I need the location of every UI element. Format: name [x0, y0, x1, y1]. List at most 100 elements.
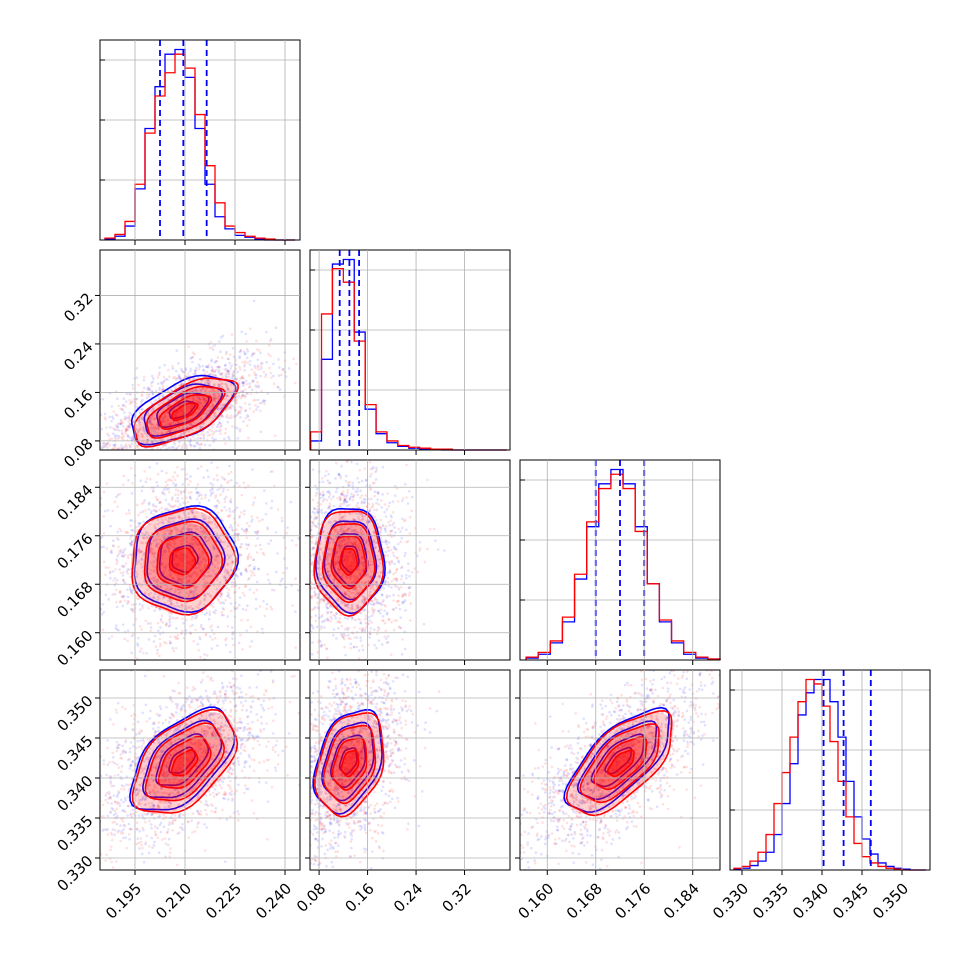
scatter-point: [180, 530, 184, 533]
scatter-point: [101, 628, 105, 632]
scatter-point: [394, 531, 397, 534]
scatter-point: [161, 418, 165, 422]
scatter-point: [218, 421, 222, 425]
scatter-point: [172, 429, 176, 432]
scatter-point: [186, 500, 190, 504]
scatter-point: [145, 515, 148, 519]
scatter-point: [162, 379, 166, 383]
scatter-point: [179, 556, 183, 559]
scatter-point: [183, 437, 186, 441]
scatter-point: [218, 581, 222, 584]
scatter-point: [123, 461, 126, 464]
scatter-point: [248, 563, 252, 567]
scatter-point: [202, 369, 205, 372]
scatter-point: [175, 531, 178, 534]
scatter-point: [197, 368, 201, 371]
scatter-point: [239, 545, 243, 549]
scatter-point: [167, 423, 170, 427]
scatter-point: [253, 364, 256, 368]
scatter-point: [281, 368, 285, 371]
scatter-point: [146, 411, 149, 415]
scatter-point: [167, 454, 170, 457]
scatter-point: [126, 425, 130, 429]
scatter-point: [153, 609, 156, 612]
histogram-panel: [99, 39, 301, 241]
scatter-point: [168, 404, 172, 407]
scatter-point: [382, 586, 386, 590]
scatter-point: [209, 340, 213, 344]
scatter-point: [170, 529, 173, 533]
scatter-point: [195, 395, 199, 399]
scatter-point: [117, 538, 120, 541]
scatter-point: [388, 594, 391, 598]
scatter-point: [203, 443, 207, 447]
scatter-point: [147, 387, 151, 391]
scatter-point: [408, 515, 412, 519]
scatter-point: [111, 451, 114, 454]
scatter-point: [217, 537, 221, 540]
scatter-point: [191, 607, 194, 611]
scatter-point: [173, 605, 177, 608]
scatter-point: [195, 592, 199, 596]
scatter-point: [157, 414, 161, 417]
scatter-point: [253, 573, 256, 577]
scatter-point: [252, 567, 256, 571]
scatter-point: [129, 591, 133, 594]
scatter-point: [119, 571, 123, 575]
scatter-point: [323, 666, 326, 669]
scatter-point: [162, 388, 165, 392]
scatter-point: [101, 602, 105, 606]
scatter-point: [381, 493, 385, 496]
scatter-point: [124, 418, 127, 421]
scatter-point: [129, 401, 133, 404]
scatter-point: [205, 398, 208, 402]
scatter-point: [105, 547, 109, 550]
scatter-point: [171, 364, 174, 368]
scatter-point: [135, 587, 139, 591]
scatter-point: [126, 572, 130, 576]
scatter-point: [168, 621, 172, 624]
scatter-point: [184, 488, 187, 491]
scatter-point: [250, 520, 253, 523]
scatter-point: [224, 427, 228, 431]
scatter-point: [355, 443, 358, 446]
scatter-point: [127, 428, 130, 431]
scatter-point: [205, 592, 209, 595]
scatter-point: [205, 532, 209, 536]
scatter-point: [168, 532, 172, 535]
scatter-point: [241, 360, 244, 364]
scatter-point: [178, 375, 181, 379]
scatter-point: [245, 615, 248, 618]
scatter-point: [185, 562, 188, 565]
scatter-point: [117, 628, 120, 632]
scatter-point: [171, 496, 174, 499]
scatter-point: [152, 423, 156, 426]
scatter-point: [244, 409, 248, 412]
scatter-point: [359, 636, 362, 639]
scatter-point: [189, 403, 193, 407]
scatter-point: [140, 402, 143, 406]
scatter-point: [243, 457, 246, 460]
scatter-point: [150, 422, 153, 426]
scatter-point: [121, 595, 125, 598]
scatter-point: [181, 456, 184, 459]
scatter-point: [301, 476, 304, 479]
scatter-point: [257, 368, 260, 372]
scatter-point: [112, 447, 116, 450]
scatter-point: [104, 566, 108, 569]
scatter-point: [211, 389, 215, 392]
scatter-point: [265, 607, 269, 610]
scatter-point: [177, 563, 181, 566]
scatter-point: [128, 445, 132, 449]
scatter-point: [319, 496, 323, 500]
scatter-point: [173, 516, 177, 519]
scatter-point: [301, 493, 304, 496]
scatter-point: [217, 397, 221, 401]
scatter-point: [225, 375, 228, 379]
scatter-point: [291, 604, 294, 607]
scatter-point: [102, 515, 106, 518]
scatter-point: [100, 546, 103, 549]
scatter-point: [225, 413, 229, 417]
scatter-point: [202, 368, 205, 372]
scatter-point: [146, 410, 149, 414]
